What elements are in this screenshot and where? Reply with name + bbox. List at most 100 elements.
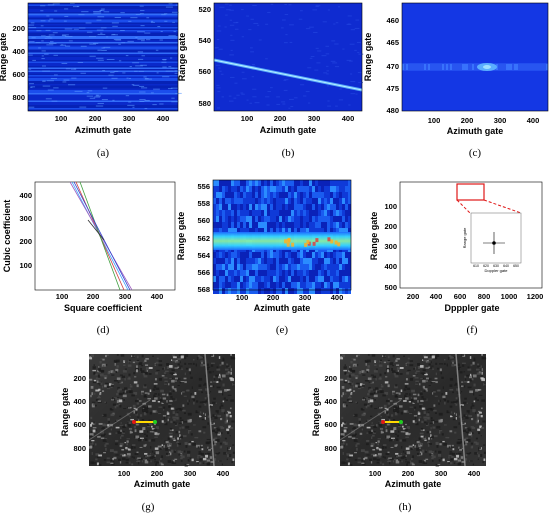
panel-c-image xyxy=(402,3,548,111)
panel-f-ytick: 500 xyxy=(384,283,397,292)
panel-b-ytick: 520 xyxy=(198,5,211,14)
panel-b-xtick: 100 xyxy=(241,114,254,123)
panel-a-ytick: 600 xyxy=(12,70,25,79)
panel-a-xlabel: Azimuth gate xyxy=(75,125,132,135)
panel-f: Doppler gate Range gate 610 620 630 640 … xyxy=(369,181,544,336)
panel-h-ylabel: Range gate xyxy=(311,388,321,437)
panel-f-ylabel: Range gate xyxy=(369,212,379,261)
panel-f-inset-xtick: 610 xyxy=(473,264,479,268)
panel-h-ytick: 400 xyxy=(324,397,337,406)
panel-g-ytick: 400 xyxy=(73,397,86,406)
panel-b-xtick: 300 xyxy=(308,114,321,123)
panel-a-ytick: 200 xyxy=(12,24,25,33)
panel-d-ytick: 300 xyxy=(19,214,32,223)
panel-d-ytick: 200 xyxy=(19,237,32,246)
panel-c-ytick: 460 xyxy=(386,16,399,25)
panel-e-xtick: 400 xyxy=(331,293,344,302)
panel-h-ytick: 600 xyxy=(324,420,337,429)
panel-g-start-point xyxy=(132,420,136,424)
panel-f-xtick: 400 xyxy=(430,292,443,301)
panel-g-xtick: 400 xyxy=(217,469,230,478)
panel-f-inset-xtick: 630 xyxy=(493,264,499,268)
panel-g-xtick: 300 xyxy=(184,469,197,478)
panel-b-ylabel: Range gate xyxy=(177,33,187,82)
panel-d-curve xyxy=(79,181,121,291)
panel-d-ytick: 400 xyxy=(19,191,32,200)
panel-e-xtick: 200 xyxy=(267,293,280,302)
panel-b-caption: (b) xyxy=(282,147,295,159)
panel-f-caption: (f) xyxy=(467,324,478,336)
panel-a-xtick: 100 xyxy=(55,114,68,123)
panel-f-target-point xyxy=(492,241,496,245)
panel-f-zoom-box xyxy=(456,183,485,201)
panel-e-ytick: 560 xyxy=(197,216,210,225)
panel-h-xtick: 300 xyxy=(435,469,448,478)
panel-e-ytick: 568 xyxy=(197,285,210,294)
panel-d-caption: (d) xyxy=(97,324,110,336)
panel-c-xlabel: Azimuth gate xyxy=(447,126,504,136)
panel-h-xlabel: Azimuth gate xyxy=(385,479,442,489)
panel-e: 556 558 560 562 564 566 568 100 200 300 … xyxy=(176,179,352,336)
panel-h-end-point xyxy=(399,420,403,424)
panel-f-xtick: 800 xyxy=(478,292,491,301)
panel-h-xtick: 100 xyxy=(369,469,382,478)
panel-h-ytick: 800 xyxy=(324,444,337,453)
panel-b-xlabel: Azimuth gate xyxy=(260,125,317,135)
panel-g-ytick: 800 xyxy=(73,444,86,453)
panel-d-xtick: 400 xyxy=(151,292,164,301)
panel-d: 400 300 200 100 100 200 300 400 Square c… xyxy=(2,181,176,336)
panel-g-ytick: 200 xyxy=(73,374,86,383)
panel-d-xtick: 100 xyxy=(56,292,69,301)
panel-d-axes xyxy=(34,181,176,291)
panel-a: 200 400 600 800 100 200 300 400 Azimuth … xyxy=(0,2,182,159)
panel-c-ylabel: Range gate xyxy=(363,33,373,82)
panel-b-ytick: 540 xyxy=(198,36,211,45)
panel-f-inset-xtick: 620 xyxy=(483,264,489,268)
panel-c-ytick: 480 xyxy=(386,106,399,115)
panel-d-xtick: 200 xyxy=(87,292,100,301)
panel-e-ytick: 558 xyxy=(197,199,210,208)
panel-f-inset-xlabel: Doppler gate xyxy=(485,268,509,273)
panel-b-ytick: 560 xyxy=(198,67,211,76)
panel-e-ytick: 566 xyxy=(197,268,210,277)
panel-f-xlabel: Dpppler gate xyxy=(444,303,499,313)
panel-g-caption: (g) xyxy=(142,501,155,513)
panel-e-xtick: 100 xyxy=(236,293,249,302)
panel-f-ytick: 200 xyxy=(384,222,397,231)
panel-g-ytick: 600 xyxy=(73,420,86,429)
panel-f-xtick: 1200 xyxy=(527,292,544,301)
panel-a-caption: (a) xyxy=(97,147,110,159)
panel-c-ytick: 470 xyxy=(386,62,399,71)
panel-g-xtick: 200 xyxy=(151,469,164,478)
panel-f-inset-ylabel: Range gate xyxy=(462,227,467,248)
panel-g-xlabel: Azimuth gate xyxy=(134,479,191,489)
panel-b-xtick: 400 xyxy=(342,114,355,123)
panel-a-xtick: 300 xyxy=(123,114,136,123)
panel-e-ytick: 564 xyxy=(197,251,210,260)
panel-e-caption: (e) xyxy=(276,324,289,336)
panel-h-ytick: 200 xyxy=(324,374,337,383)
panel-c-caption: (c) xyxy=(469,147,482,159)
panel-d-xtick: 300 xyxy=(119,292,132,301)
panel-g-end-point xyxy=(153,420,157,424)
panel-c-ytick: 475 xyxy=(386,84,399,93)
panel-c-xtick: 200 xyxy=(461,116,474,125)
panel-f-xtick: 200 xyxy=(407,292,420,301)
panel-b-xtick: 200 xyxy=(274,114,287,123)
panel-f-inset: Doppler gate Range gate 610 620 630 640 … xyxy=(462,212,522,273)
panel-c-xtick: 400 xyxy=(527,116,540,125)
panel-d-curve xyxy=(73,181,131,291)
panel-a-noise xyxy=(28,3,182,111)
panel-a-ylabel: Range gate xyxy=(0,33,8,82)
panel-e-ytick: 556 xyxy=(197,182,210,191)
panel-d-xlabel: Square coefficient xyxy=(64,303,142,313)
panel-h: 200 400 600 800 100 200 300 400 Azimuth … xyxy=(311,353,487,513)
panel-h-caption: (h) xyxy=(399,501,412,513)
panel-f-xtick: 1000 xyxy=(501,292,518,301)
panel-f-xtick: 600 xyxy=(454,292,467,301)
panel-d-ytick: 100 xyxy=(19,261,32,270)
panel-f-ytick: 400 xyxy=(384,262,397,271)
panel-e-xtick: 300 xyxy=(299,293,312,302)
panel-a-xtick: 200 xyxy=(89,114,102,123)
